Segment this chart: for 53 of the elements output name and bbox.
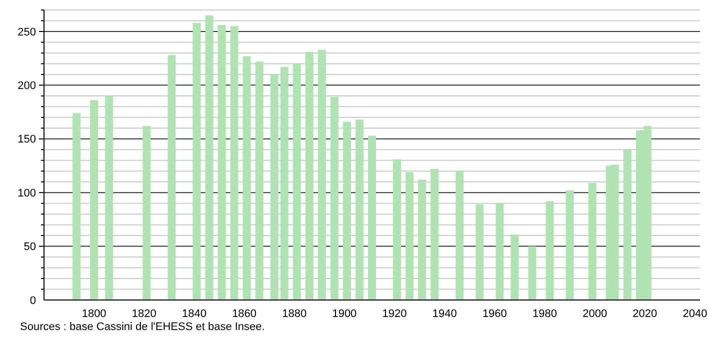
source-note: Sources : base Cassini de l'EHESS et base Insee.	[20, 321, 265, 333]
x-tick-label: 1920	[382, 308, 407, 320]
bar	[105, 96, 114, 300]
bar	[242, 56, 251, 300]
bar	[355, 120, 364, 300]
bar	[546, 201, 554, 300]
x-tick-label: 1940	[432, 308, 457, 320]
y-tick-label: 100	[18, 187, 36, 200]
bar	[230, 26, 238, 300]
x-tick-label: 1960	[482, 308, 507, 320]
bar	[418, 180, 426, 300]
bar	[205, 15, 214, 300]
bar	[510, 234, 519, 300]
x-tick-label: 1880	[282, 308, 307, 320]
x-tick-label: 1900	[332, 308, 357, 320]
x-tick-label: 2040	[682, 308, 708, 320]
bar	[623, 150, 632, 300]
bar	[292, 64, 301, 300]
x-tick-label: 2000	[582, 308, 608, 320]
bar	[255, 62, 264, 300]
bar	[496, 203, 504, 300]
y-tick-label: 150	[18, 134, 36, 146]
bar	[90, 100, 98, 300]
bar	[342, 122, 351, 300]
y-tick-label: 200	[18, 80, 36, 92]
bar	[566, 190, 574, 300]
bar	[330, 97, 338, 300]
bar	[368, 136, 376, 300]
x-tick-label: 1860	[232, 308, 257, 320]
bar	[588, 182, 596, 300]
x-tick-label: 2020	[632, 308, 658, 320]
y-tick-label: 50	[24, 241, 36, 254]
y-tick-label: 250	[18, 26, 36, 38]
x-tick-label: 1840	[182, 308, 206, 320]
bar	[270, 74, 278, 300]
y-tick-label: 0	[30, 294, 36, 307]
bar	[318, 50, 326, 300]
bar	[476, 204, 484, 300]
bar	[280, 66, 288, 300]
bar	[168, 55, 176, 300]
bar	[192, 22, 201, 300]
x-tick-label: 1980	[532, 308, 558, 320]
bar	[430, 168, 439, 300]
bar	[528, 246, 536, 300]
bar	[305, 52, 314, 300]
bar	[406, 172, 414, 300]
bar	[142, 126, 151, 300]
bar	[456, 171, 464, 300]
bar	[72, 113, 81, 300]
bar	[393, 159, 402, 300]
bar	[218, 25, 226, 300]
x-tick-label: 1820	[132, 308, 156, 320]
x-tick-label: 1800	[82, 308, 106, 320]
